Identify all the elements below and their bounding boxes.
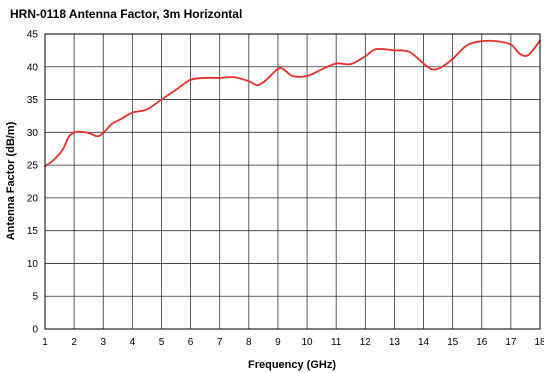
chart-title: HRN-0118 Antenna Factor, 3m Horizontal — [10, 7, 242, 21]
y-tick-label: 15 — [27, 226, 39, 237]
y-tick-label: 45 — [27, 30, 39, 41]
x-tick-label: 7 — [217, 337, 223, 348]
x-axis-ticks: 1 2 3 4 5 6 7 8 9 10 11 12 13 14 15 16 17 18 — [42, 337, 544, 348]
y-tick-label: 0 — [32, 325, 38, 336]
x-tick-label: 9 — [275, 337, 281, 348]
y-tick-label: 30 — [27, 128, 39, 139]
x-tick-label: 8 — [246, 337, 252, 348]
x-tick-label: 14 — [418, 337, 430, 348]
x-tick-label: 4 — [130, 337, 136, 348]
y-tick-label: 5 — [32, 292, 38, 303]
antenna-factor-line — [44, 39, 541, 168]
x-tick-label: 16 — [476, 337, 488, 348]
x-tick-label: 15 — [447, 337, 459, 348]
y-axis-ticks: 0 5 10 15 20 25 30 35 40 45 — [27, 30, 39, 336]
x-tick-label: 3 — [100, 337, 106, 348]
y-axis-title: Antenna Factor (dB/m) — [5, 121, 17, 240]
x-tick-label: 10 — [301, 337, 313, 348]
y-tick-label: 20 — [27, 193, 39, 204]
x-axis-title: Frequency (GHz) — [248, 359, 336, 371]
grid — [44, 33, 541, 330]
x-tick-label: 12 — [360, 337, 372, 348]
x-tick-label: 13 — [389, 337, 401, 348]
x-tick-label: 17 — [505, 337, 517, 348]
x-tick-label: 5 — [159, 337, 165, 348]
y-tick-label: 40 — [27, 62, 39, 73]
x-tick-label: 6 — [188, 337, 194, 348]
x-tick-label: 18 — [534, 337, 544, 348]
y-tick-label: 25 — [27, 161, 39, 172]
y-tick-label: 35 — [27, 95, 39, 106]
y-tick-label: 10 — [27, 259, 39, 270]
plot-frame — [44, 33, 541, 330]
x-tick-label: 1 — [42, 337, 48, 348]
x-tick-label: 11 — [331, 337, 342, 348]
x-tick-label: 2 — [71, 337, 77, 348]
